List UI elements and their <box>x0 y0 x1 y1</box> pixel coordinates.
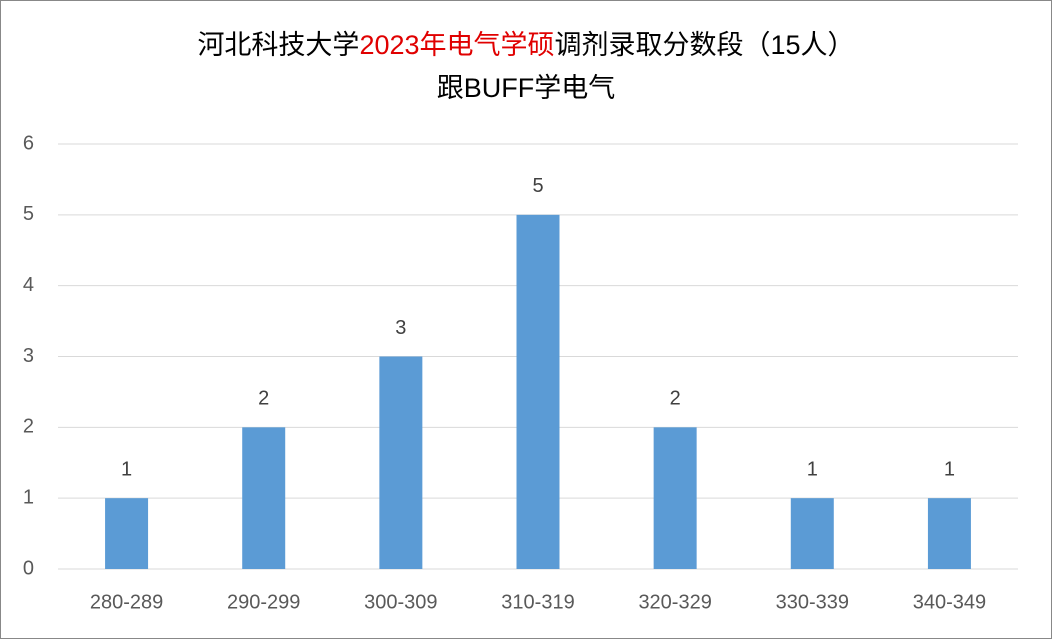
x-tick-label: 330-339 <box>776 591 849 613</box>
chart-title: 河北科技大学2023年电气学硕调剂录取分数段（15人） <box>197 30 854 60</box>
bar <box>105 498 149 569</box>
data-label: 1 <box>121 458 132 480</box>
title-part: 调剂录取分数段（15人） <box>555 30 855 60</box>
bar <box>653 427 697 569</box>
data-label: 1 <box>944 458 955 480</box>
data-label: 5 <box>532 175 543 197</box>
bar <box>242 427 286 569</box>
y-tick-label: 6 <box>23 132 34 154</box>
x-tick-label: 300-309 <box>364 591 437 613</box>
bar <box>927 498 971 569</box>
x-tick-label: 290-299 <box>227 591 300 613</box>
title-part: 2023年电气学硕 <box>359 30 554 60</box>
bar <box>516 214 560 570</box>
data-label: 2 <box>258 388 269 410</box>
bar <box>379 356 423 569</box>
x-tick-label: 320-329 <box>638 591 711 613</box>
y-tick-label: 3 <box>23 345 34 367</box>
y-tick-label: 2 <box>23 416 34 438</box>
x-tick-label: 280-289 <box>90 591 163 613</box>
title-part: 河北科技大学 <box>197 30 359 60</box>
y-tick-label: 1 <box>23 486 34 508</box>
y-tick-label: 5 <box>23 203 34 225</box>
y-tick-label: 4 <box>23 274 34 296</box>
data-label: 1 <box>807 458 818 480</box>
bar <box>790 498 834 569</box>
x-tick-label: 310-319 <box>501 591 574 613</box>
chart-subtitle: 跟BUFF学电气 <box>437 73 616 103</box>
y-tick-label: 0 <box>23 557 34 579</box>
data-label: 2 <box>670 388 681 410</box>
x-tick-label: 340-349 <box>913 591 986 613</box>
data-label: 3 <box>395 317 406 339</box>
